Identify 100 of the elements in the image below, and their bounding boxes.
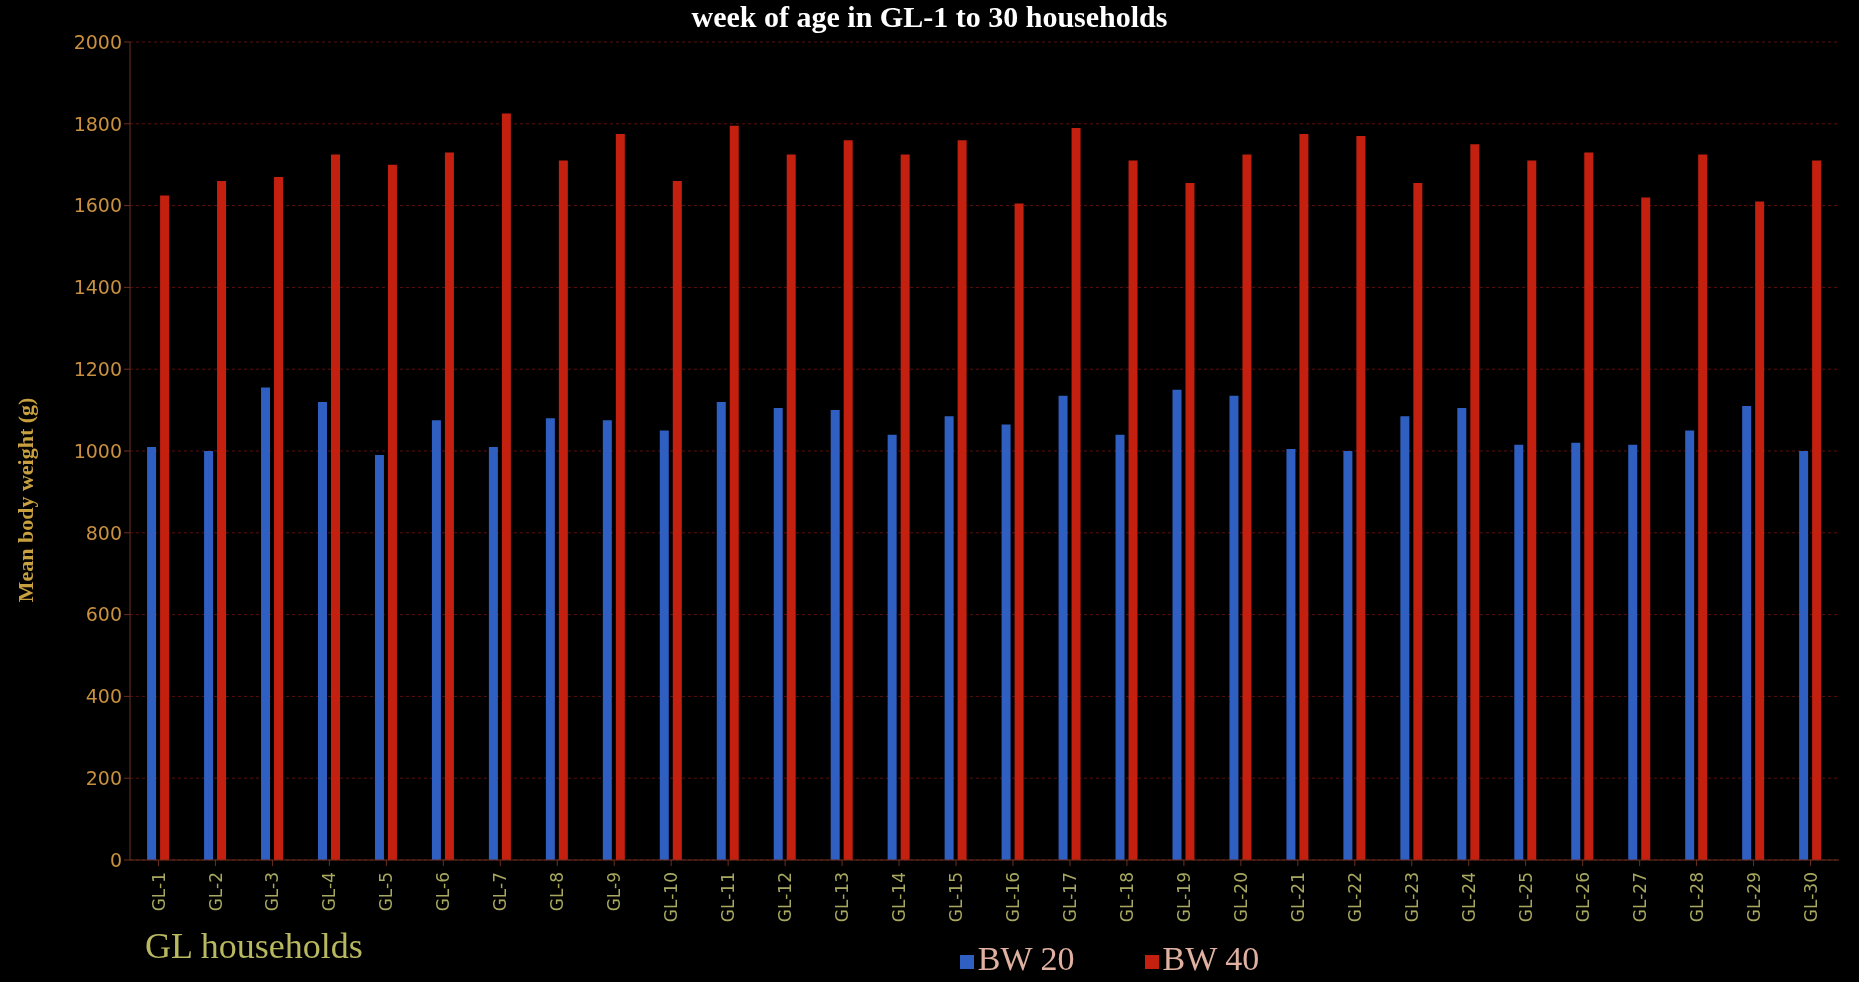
bar	[1343, 451, 1353, 860]
chart-title: week of age in GL-1 to 30 households	[691, 0, 1168, 33]
bar	[1071, 127, 1081, 860]
bar	[1229, 395, 1239, 860]
bar	[887, 434, 897, 860]
y-tick-label: 1000	[73, 439, 122, 462]
bar	[830, 410, 840, 860]
bar	[1628, 444, 1638, 860]
x-tick-label: GL-9	[604, 872, 625, 912]
bar	[1742, 406, 1752, 860]
y-tick-label: 1800	[73, 112, 122, 135]
bar	[261, 387, 271, 860]
bar	[1356, 136, 1366, 860]
bar	[217, 181, 227, 860]
bar	[488, 446, 498, 860]
x-tick-label: GL-30	[1800, 872, 1821, 923]
x-tick-label: GL-10	[661, 872, 682, 923]
x-tick-label: GL-29	[1743, 872, 1764, 923]
x-tick-label: GL-2	[205, 872, 226, 912]
bar	[1457, 408, 1467, 860]
x-tick-label: GL-23	[1401, 872, 1422, 923]
bar	[501, 113, 511, 860]
x-tick-label: GL-5	[376, 872, 397, 912]
x-tick-label: GL-26	[1572, 872, 1593, 923]
bar	[558, 160, 568, 860]
y-tick-label: 800	[85, 521, 122, 544]
x-tick-label: GL-15	[946, 872, 967, 923]
bar	[729, 125, 739, 860]
bar	[1413, 183, 1423, 860]
y-tick-label: 2000	[73, 30, 122, 53]
bar	[1115, 434, 1125, 860]
x-tick-label: GL-24	[1458, 872, 1479, 923]
bar	[1799, 451, 1809, 860]
x-tick-label: GL-16	[1003, 872, 1024, 923]
bar	[1299, 134, 1309, 860]
bar	[1172, 389, 1182, 860]
y-tick-label: 1600	[73, 194, 122, 217]
x-tick-label: GL-4	[319, 872, 340, 912]
bar	[1286, 448, 1296, 860]
bar	[444, 152, 454, 860]
bar	[615, 134, 625, 860]
x-tick-label: GL-1	[148, 872, 169, 912]
bar	[1755, 201, 1765, 860]
bar	[602, 420, 612, 860]
y-tick-label: 1200	[73, 357, 122, 380]
bar	[1812, 160, 1822, 860]
bar	[317, 401, 327, 860]
x-tick-label: GL-18	[1116, 872, 1137, 923]
bar	[843, 140, 853, 860]
x-tick-label: GL-27	[1629, 872, 1650, 923]
x-tick-label: GL-6	[433, 872, 454, 912]
bar	[1058, 395, 1068, 860]
bar	[1514, 444, 1524, 860]
bar	[204, 451, 214, 860]
y-axis-title: Mean body weight (g)	[13, 397, 39, 603]
legend-label: BW 40	[1162, 940, 1260, 977]
bar	[147, 446, 157, 860]
bar	[900, 154, 910, 860]
y-tick-label: 400	[85, 685, 122, 708]
bar	[1128, 160, 1138, 860]
x-tick-label: GL-21	[1287, 872, 1308, 923]
bar	[545, 418, 555, 860]
bar	[786, 154, 796, 860]
bar	[944, 416, 954, 860]
x-tick-label: GL-17	[1060, 872, 1081, 923]
bar	[374, 455, 384, 860]
bar	[1470, 144, 1480, 860]
x-tick-label: GL-19	[1173, 872, 1194, 923]
y-tick-label: 0	[109, 848, 122, 871]
x-tick-label: GL-12	[775, 872, 796, 923]
bar	[1584, 152, 1594, 860]
bar	[1698, 154, 1708, 860]
x-tick-label: GL-13	[832, 872, 853, 923]
bar	[160, 195, 170, 860]
x-tick-label: GL-8	[547, 872, 568, 912]
bar	[957, 140, 967, 860]
bar	[1185, 183, 1195, 860]
bar	[431, 420, 441, 860]
bar	[1014, 203, 1024, 860]
bar	[274, 176, 284, 860]
bar	[387, 164, 397, 860]
x-tick-label: GL-28	[1686, 872, 1707, 923]
x-tick-label: GL-14	[889, 872, 910, 923]
bar	[773, 408, 783, 860]
x-tick-label: GL-11	[718, 872, 739, 923]
bar	[1400, 416, 1410, 860]
y-tick-label: 600	[85, 603, 122, 626]
bar	[1527, 160, 1537, 860]
bar	[672, 181, 682, 860]
bar	[1641, 197, 1651, 860]
bar	[716, 401, 726, 860]
x-tick-label: GL-25	[1515, 872, 1536, 923]
bar	[1001, 424, 1011, 860]
bar	[1571, 442, 1581, 860]
bar	[330, 154, 340, 860]
legend-label: BW 20	[977, 940, 1075, 977]
x-tick-label: GL-3	[262, 872, 283, 912]
x-tick-label: GL-22	[1344, 872, 1365, 923]
bar	[1685, 430, 1695, 860]
x-tick-label: GL-7	[490, 872, 511, 912]
